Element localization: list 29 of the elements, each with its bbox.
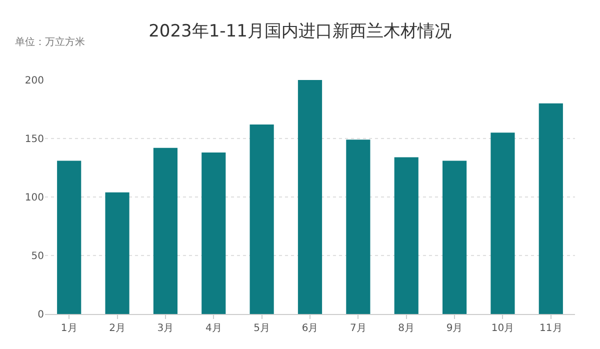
x-tick-label: 4月 bbox=[205, 323, 222, 334]
bar bbox=[538, 103, 563, 314]
bar bbox=[105, 192, 130, 314]
bar bbox=[57, 160, 82, 314]
text: 单位：万立方米 bbox=[15, 36, 85, 48]
bar bbox=[394, 157, 418, 314]
x-tick-label: 6月 bbox=[302, 323, 318, 334]
bar bbox=[250, 124, 274, 314]
x-tick-label: 2月 bbox=[109, 323, 126, 334]
x-tick-label: 9月 bbox=[446, 323, 463, 334]
bar bbox=[442, 160, 467, 314]
bar bbox=[153, 148, 178, 314]
y-tick-label: 50 bbox=[31, 251, 44, 262]
bar bbox=[202, 152, 226, 314]
y-tick-label: 200 bbox=[24, 76, 44, 86]
y-tick-label: 0 bbox=[38, 310, 44, 320]
x-tick-label: 5月 bbox=[254, 323, 270, 334]
x-tick-label: 1月 bbox=[60, 323, 78, 334]
x-tick-label: 7月 bbox=[350, 323, 366, 334]
bar bbox=[346, 140, 370, 314]
y-tick-label: 150 bbox=[24, 134, 44, 145]
bar bbox=[298, 80, 322, 314]
bar bbox=[490, 132, 515, 314]
x-tick-label: 8月 bbox=[398, 323, 415, 334]
y-tick-label: 100 bbox=[24, 192, 44, 204]
x-tick-label: 10月 bbox=[491, 323, 514, 334]
chart-title: 2023年1-11月国内进口新西兰木材情况 bbox=[148, 21, 452, 42]
x-tick-label: 3月 bbox=[157, 323, 174, 334]
x-tick-label: 11月 bbox=[540, 323, 562, 334]
